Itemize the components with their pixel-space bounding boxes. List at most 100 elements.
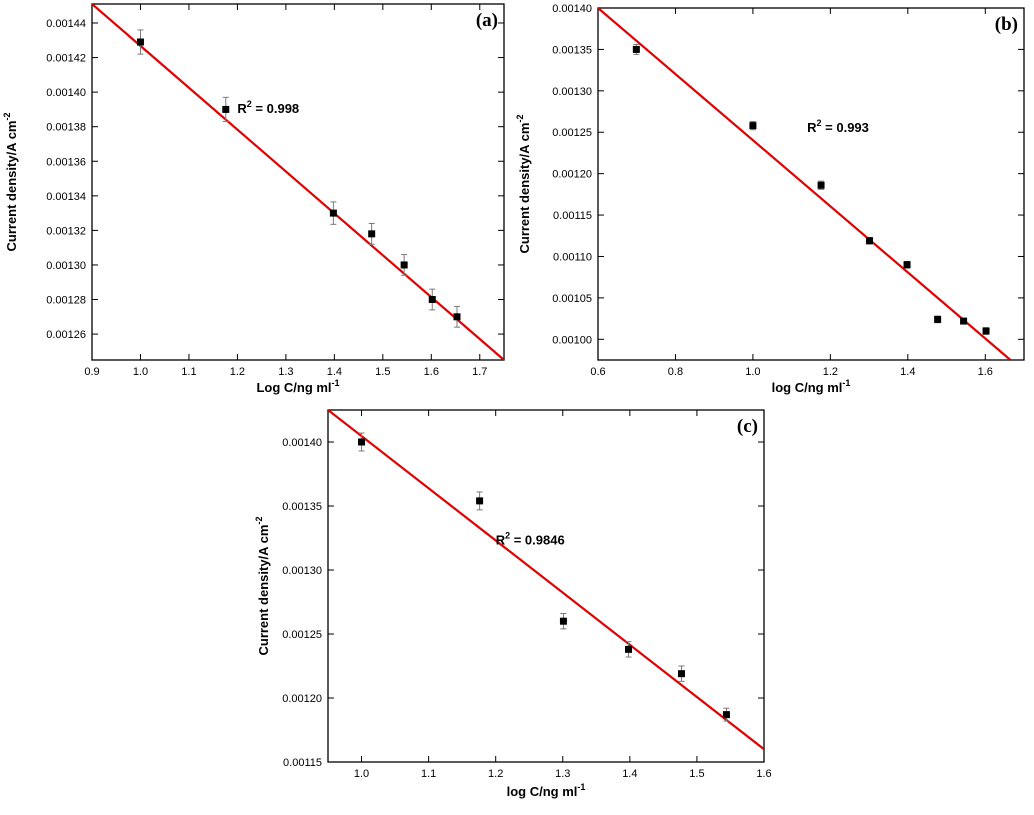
plot-frame — [91, 3, 505, 361]
y-tick-label: 0.00140 — [46, 87, 86, 99]
y-axis-label-text: Current density/A cm — [256, 525, 271, 656]
y-tick-label: 0.00138 — [46, 122, 86, 134]
y-tick-label: 0.00125 — [552, 127, 592, 139]
fit-line — [92, 4, 504, 360]
data-point — [903, 261, 911, 269]
x-tick-label: 0.6 — [590, 366, 605, 378]
data-point — [368, 230, 376, 238]
x-tick-label: 1.3 — [278, 366, 293, 378]
y-tick-label: 0.00125 — [282, 629, 322, 641]
data-point — [817, 181, 825, 189]
r-squared-label: R2 = 0.998 — [237, 99, 299, 116]
data-point — [400, 261, 408, 269]
r-squared-value: = 0.9846 — [510, 532, 565, 547]
y-tick-label: 0.00110 — [553, 251, 592, 263]
data-point — [934, 315, 942, 323]
r-squared-label: R2 = 0.993 — [807, 118, 869, 135]
x-axis-label: log C/ng ml-1 — [507, 782, 586, 799]
x-tick-label: 1.6 — [978, 366, 993, 378]
data-point — [625, 645, 633, 653]
data-point — [476, 497, 484, 505]
x-tick-label: 1.5 — [375, 366, 390, 378]
y-tick-label: 0.00100 — [552, 334, 592, 346]
y-axis-label-text: Current density/A cm — [517, 123, 532, 254]
x-tick-label: 1.3 — [555, 768, 570, 780]
data-point — [722, 711, 730, 719]
r-squared-value: = 0.993 — [822, 120, 869, 135]
y-tick-label: 0.00144 — [46, 18, 86, 30]
r-squared-value: = 0.998 — [252, 101, 299, 116]
data-point — [632, 45, 640, 53]
panel-c: 1.0 1.1 1.2 1.3 1.4 1.5 1.6 0.00115 0.00120 0.001… — [254, 409, 772, 799]
r-squared-label: R2 = 0.9846 — [496, 530, 565, 547]
x-tick-label: 0.8 — [668, 366, 683, 378]
y-axis-label: Current density/A cm-2 — [515, 114, 532, 253]
panel-b: 0.6 0.8 1.0 1.2 1.4 1.6 0.00100 0.00105 0.00110 0… — [515, 3, 1025, 395]
y-tick-label: 0.00140 — [552, 3, 592, 15]
x-axis-label-sup: -1 — [332, 378, 340, 388]
fit-line — [598, 8, 1012, 360]
x-axis-label-text: log C/ng ml — [772, 380, 843, 395]
panel-label: (c) — [737, 416, 758, 437]
x-tick-label: 1.4 — [900, 366, 915, 378]
y-tick-label: 0.00120 — [552, 169, 592, 181]
data-point — [428, 296, 436, 304]
panel-label: (a) — [476, 10, 498, 31]
x-tick-label: 1.2 — [823, 366, 838, 378]
y-tick-label: 0.00130 — [46, 260, 86, 272]
data-point — [358, 438, 366, 446]
y-tick-label: 0.00142 — [46, 53, 86, 65]
x-tick-label: 0.9 — [84, 366, 99, 378]
y-tick-label: 0.00105 — [552, 293, 592, 305]
y-tick-label: 0.00130 — [552, 86, 592, 98]
y-tick-label: 0.00135 — [282, 501, 322, 513]
data-point — [677, 670, 685, 678]
data-point — [453, 313, 461, 321]
y-tick-label: 0.00128 — [46, 295, 86, 307]
x-tick-label: 1.1 — [181, 366, 196, 378]
y-tick-label: 0.00134 — [46, 191, 86, 203]
y-tick-label: 0.00115 — [283, 757, 322, 769]
x-tick-label: 1.4 — [622, 768, 637, 780]
x-tick-label: 1.0 — [745, 366, 760, 378]
data-point — [136, 38, 144, 46]
x-axis-label: Log C/ng ml-1 — [256, 378, 339, 395]
panel-a: 0.9 1.0 1.1 1.2 1.3 1.4 1.5 1.6 1.7 0.00126 0.0012… — [2, 3, 505, 395]
y-axis-label-text: Current density/A cm — [4, 121, 19, 252]
x-axis-label-sup: -1 — [842, 378, 850, 388]
y-tick-label: 0.00120 — [282, 693, 322, 705]
y-tick-label: 0.00126 — [46, 329, 86, 341]
plot-frame — [327, 409, 765, 763]
x-tick-label: 1.7 — [472, 366, 487, 378]
r-squared-sup: 2 — [817, 118, 822, 128]
y-tick-label: 0.00115 — [553, 210, 592, 222]
x-tick-label: 1.6 — [424, 366, 439, 378]
x-tick-label: 1.2 — [488, 768, 503, 780]
x-tick-label: 1.0 — [133, 366, 148, 378]
data-point — [749, 122, 757, 130]
y-tick-label: 0.00140 — [282, 437, 322, 449]
x-tick-label: 1.2 — [230, 366, 245, 378]
data-point — [960, 317, 968, 325]
data-point — [559, 617, 567, 625]
panel-label: (b) — [995, 14, 1018, 35]
x-axis-label-text: log C/ng ml — [507, 784, 578, 799]
y-axis-label-sup: -2 — [2, 112, 12, 120]
plot-frame — [597, 7, 1025, 361]
y-tick-label: 0.00130 — [282, 565, 322, 577]
r-squared-prefix: R — [496, 532, 506, 547]
data-point — [982, 327, 990, 335]
y-tick-label: 0.00136 — [46, 156, 86, 168]
x-axis-label-sup: -1 — [577, 782, 585, 792]
r-squared-prefix: R — [807, 120, 817, 135]
data-point — [329, 209, 337, 217]
r-squared-sup: 2 — [247, 99, 252, 109]
r-squared-prefix: R — [237, 101, 247, 116]
x-tick-label: 1.0 — [354, 768, 369, 780]
y-tick-label: 0.00132 — [46, 225, 86, 237]
x-axis-label: log C/ng ml-1 — [772, 378, 851, 395]
y-axis-label-sup: -2 — [254, 516, 264, 524]
x-axis-label-text: Log C/ng ml — [256, 380, 331, 395]
x-tick-label: 1.1 — [421, 768, 436, 780]
